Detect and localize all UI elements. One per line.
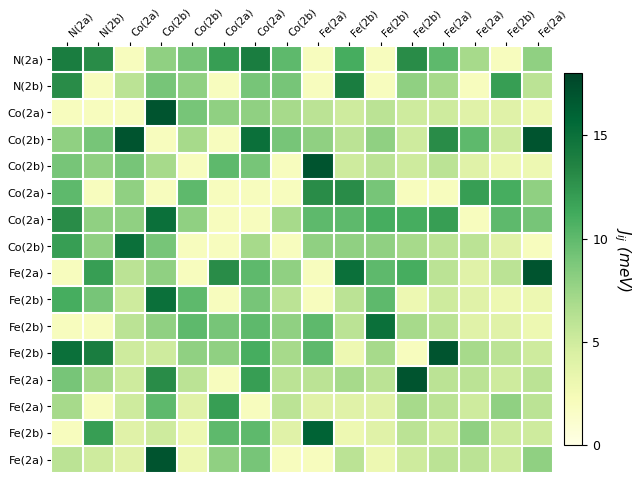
Y-axis label: $J_{ij}$ (meV): $J_{ij}$ (meV) xyxy=(612,227,633,292)
